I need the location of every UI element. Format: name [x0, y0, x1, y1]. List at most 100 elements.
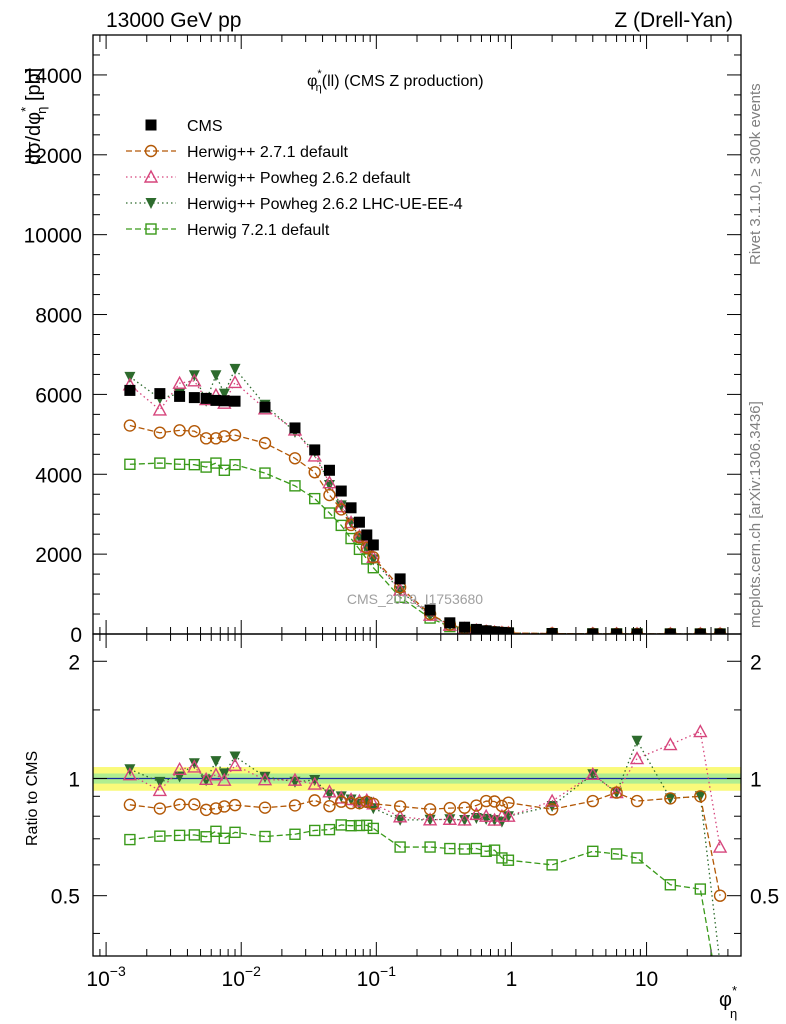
series-0-point — [218, 395, 230, 407]
series-2-ratio-point — [287, 772, 303, 786]
y-axis-label-ratio: Ratio to CMS — [24, 751, 41, 846]
series-3-ratio-point — [631, 735, 643, 747]
y-tick-label-main: 14000 — [24, 65, 82, 88]
series-4-ratio-point — [367, 822, 380, 835]
series-2-point — [187, 373, 202, 387]
y-tick-label-main: 10000 — [24, 225, 82, 248]
series-1-ratio-point — [367, 797, 380, 810]
series-1-point — [258, 436, 272, 450]
x-tick-label: 1 — [506, 968, 518, 991]
series-2-point — [322, 475, 337, 489]
series-3-point — [218, 388, 230, 400]
series-1-ratio-point — [664, 792, 677, 805]
y-tick-label-main: 6000 — [35, 384, 82, 407]
series-4-point — [309, 492, 321, 505]
series-3-ratio-point — [259, 771, 271, 783]
series-4-point — [259, 467, 271, 479]
series-3-ratio-point — [229, 751, 241, 763]
series-2-ratio-point — [585, 766, 600, 781]
legend-marker — [145, 198, 157, 209]
x-tick-label: 10−1 — [357, 963, 397, 991]
series-4-ratio-point — [361, 819, 373, 832]
series-4-ratio-point — [229, 826, 241, 839]
series-4-point — [323, 507, 336, 519]
series-0-point — [174, 390, 186, 402]
series-0-point — [664, 628, 676, 634]
series-0-point — [259, 401, 271, 413]
y-axis-label-main: dσ/dφ*η [pb] — [18, 68, 49, 165]
legend-label: Herwig++ Powheg 2.6.2 LHC-UE-EE-4 — [187, 196, 463, 213]
series-2-point — [172, 375, 187, 389]
series-3-ratio-point — [715, 959, 726, 970]
series-4-ratio-point — [610, 848, 623, 860]
series-4-ratio-point — [259, 830, 271, 843]
series-1-ratio-point — [353, 796, 366, 810]
series-3-ratio-point — [309, 774, 321, 786]
series-0-point — [631, 628, 643, 634]
series-3-ratio-point — [694, 791, 706, 803]
y-tick-label-ratio: 0.5 — [51, 886, 80, 909]
legend-marker — [145, 119, 157, 131]
series-0-point — [546, 628, 558, 634]
series-1-ratio-point — [323, 800, 336, 813]
series-4-ratio-point — [210, 825, 222, 838]
series-2-ratio-point — [208, 767, 224, 781]
series-4-ratio-point — [424, 841, 436, 853]
series-1-ratio-point — [443, 801, 457, 815]
series-4-ratio-point — [218, 832, 231, 844]
series-0-point — [480, 625, 492, 634]
series-1-point — [308, 466, 321, 479]
series-2-ratio-point — [712, 839, 728, 853]
series-1-ratio-point — [335, 795, 348, 808]
legend-label: Herwig++ 2.7.1 default — [187, 144, 349, 161]
legend: CMS Herwig++ 2.7.1 default Herwig++ Powheg… — [126, 118, 463, 239]
series-1-point — [367, 551, 380, 564]
series-4-point — [289, 480, 301, 492]
series-4-point — [188, 458, 201, 471]
series-0-point — [188, 392, 200, 404]
y-tick-label-ratio-right: 2 — [750, 651, 762, 674]
series-0-main — [124, 384, 726, 634]
header-left: 13000 GeV pp — [106, 9, 241, 32]
series-4-ratio-point — [488, 844, 501, 856]
series-2-ratio-point — [122, 767, 138, 781]
series-3-point — [335, 500, 347, 512]
series-0-point — [496, 626, 508, 634]
series-1-ratio-point — [630, 794, 644, 808]
series-0-point — [489, 626, 501, 634]
x-tick-label: 10−3 — [86, 963, 126, 991]
y-tick-label-ratio-right: 1 — [750, 768, 762, 791]
series-4-ratio-point — [188, 829, 201, 841]
series-4-ratio-point — [309, 824, 321, 837]
series-1-ratio-point — [502, 796, 515, 809]
series-4-ratio-point — [694, 883, 707, 895]
series-1-ratio-point — [258, 801, 272, 814]
y-tick-label-main: 8000 — [35, 305, 82, 328]
series-1-ratio-point — [393, 800, 407, 813]
legend-entry-4: Herwig 7.2.1 default — [126, 222, 330, 239]
series-1-ratio-point — [545, 803, 559, 816]
series-2-ratio-point — [392, 809, 408, 823]
series-1-point — [188, 424, 201, 438]
series-2-ratio-point — [469, 806, 484, 821]
series-0-point — [361, 529, 373, 541]
legend-marker — [144, 144, 158, 158]
series-1-ratio-point — [479, 794, 493, 808]
series-1-ratio-point — [308, 794, 321, 807]
y-tick-label-main: 0 — [70, 624, 82, 647]
series-1-ratio-point — [610, 786, 623, 799]
series-0-point — [309, 444, 321, 456]
series-1-ratio-point — [423, 803, 437, 816]
series-1-ratio-point — [288, 799, 302, 812]
series-2-ratio-point — [198, 771, 214, 786]
series-1-point — [173, 424, 186, 437]
legend-label: Herwig 7.2.1 default — [187, 222, 330, 239]
series-4-ratio-point — [664, 879, 677, 891]
series-1-ratio-point — [694, 790, 707, 803]
series-2-point — [227, 374, 243, 389]
series-3-ratio-point — [394, 814, 406, 826]
series-0-point — [444, 617, 456, 629]
series-0-point — [335, 485, 347, 497]
legend-entry-0: CMS — [145, 118, 223, 135]
